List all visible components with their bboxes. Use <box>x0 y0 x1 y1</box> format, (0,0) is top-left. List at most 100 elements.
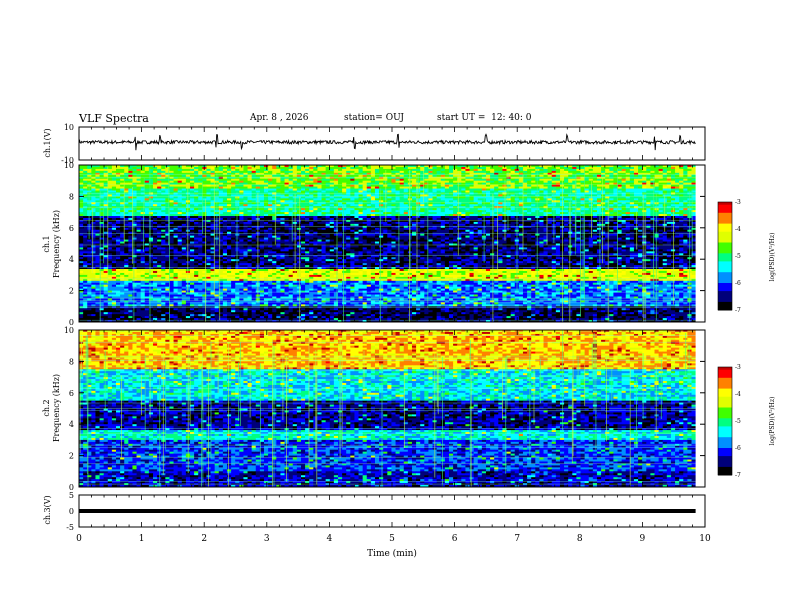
ch1-spectrogram-cell <box>350 204 355 207</box>
ch1-spectrogram-cell <box>107 166 113 170</box>
ch1-spectrogram-cell <box>543 216 549 219</box>
ch1-spectrogram-cell <box>683 208 688 211</box>
ch1-spectrogram-cell <box>391 210 396 213</box>
ch1-spectrogram-cell <box>531 165 536 168</box>
ch1-spectrogram-cell <box>177 188 183 191</box>
ch1-spectrogram-cell <box>490 186 495 189</box>
ch1-spectrogram-cell <box>222 178 228 182</box>
ch1-spectrogram-cell <box>547 166 553 170</box>
ch1-spectrogram-cell <box>469 200 475 203</box>
ch1-spectrogram-cell <box>370 208 376 211</box>
ch1-spectrogram-cell <box>601 196 606 199</box>
ch1-spectrogram-cell <box>296 188 302 191</box>
ch1-spectrogram-cell <box>296 198 302 201</box>
ch1-spectrogram-cell <box>679 166 684 170</box>
ch1-spectrogram-cell <box>498 184 503 187</box>
ch1-spectrogram-cell <box>650 194 655 197</box>
ch1-spectrogram-cell <box>613 190 618 193</box>
ch1-spectrogram-cell <box>169 216 174 219</box>
ch1-spectrogram-cell <box>325 178 331 182</box>
ch1-spectrogram-cell <box>140 216 146 219</box>
ch1-spectrogram-cell <box>613 208 618 211</box>
ch1-spectrogram-cell <box>79 208 84 211</box>
ch1-spectrogram-cell <box>629 168 635 172</box>
ch1-spectrogram-cell <box>333 170 339 174</box>
ch1-spectrogram-cell <box>124 165 129 168</box>
ch1-spectrogram-cell <box>157 190 162 193</box>
ch1-spectrogram-cell <box>551 182 557 186</box>
ch1-spectrogram-cell <box>268 180 273 184</box>
ch1-spectrogram-cell <box>120 184 125 187</box>
ch1-spectrogram-cell <box>263 168 269 172</box>
ch1-spectrogram-cell <box>506 194 512 197</box>
ch1-spectrogram-cell <box>120 186 125 189</box>
ch1-spectrogram-cell <box>399 196 405 199</box>
ch1-spectrogram-cell <box>514 180 520 184</box>
ch1-spectrogram-cell <box>399 202 405 205</box>
ch1-spectrogram-cell <box>564 166 569 170</box>
ch1-spectrogram-cell <box>210 204 216 207</box>
ch1-spectrogram-cell <box>461 170 466 174</box>
ch1-spectrogram-cell <box>288 202 294 205</box>
ch1-spectrogram-cell <box>498 166 503 170</box>
ch1-spectrogram-cell <box>613 214 618 217</box>
ch1-spectrogram-cell <box>165 204 170 207</box>
ch1-spectrogram-cell <box>498 196 503 199</box>
ch1-spectrogram-cell <box>494 190 499 193</box>
ch1-spectrogram-cell <box>444 217 450 221</box>
ch1-spectrogram-cell <box>564 170 569 174</box>
ch1-spectrogram-cell <box>440 184 446 187</box>
ch1-spectrogram-cell <box>527 178 532 182</box>
ch1-spectrogram-cell <box>313 166 318 170</box>
ch1-spectrogram-cell <box>506 200 512 203</box>
ch1-spectrogram-cell <box>605 182 610 186</box>
ch1-spectrogram-cell <box>490 180 495 184</box>
ch1-spectrogram-cell <box>321 165 327 168</box>
ch1-spectrogram-cell <box>461 208 466 211</box>
ch1-spectrogram-cell <box>411 168 417 172</box>
ch1-spectrogram-cell <box>448 202 454 205</box>
ch1-spectrogram-cell <box>350 216 355 219</box>
ch1-spectrogram-cell <box>506 174 512 178</box>
ch1-spectrogram-cell <box>646 198 651 201</box>
ch1-spectrogram-cell <box>395 166 401 170</box>
ch1-spectrogram-cell <box>259 200 265 203</box>
ch1-spectrogram-cell <box>609 170 614 174</box>
ch1-spectrogram-cell <box>576 204 581 207</box>
ch1-spectrogram-cell <box>251 208 257 211</box>
ch1-spectrogram-cell <box>358 196 364 199</box>
ch1-spectrogram-cell <box>91 210 96 213</box>
ch1-spectrogram-cell <box>300 178 306 182</box>
ch1-spectrogram-cell <box>379 184 384 187</box>
ch1-spectrogram-cell <box>325 202 331 205</box>
ch1-spectrogram-cell <box>642 168 647 172</box>
ch1-spectrogram-cell <box>222 214 228 217</box>
ch1-spectrogram-cell <box>350 214 355 217</box>
ch1-spectrogram-cell <box>284 202 290 205</box>
ch1-spectrogram-cell <box>300 170 306 174</box>
ch1-spectrogram-cell <box>444 212 450 215</box>
ch1-spectrogram-cell <box>510 174 516 178</box>
ch1-spectrogram-cell <box>128 180 133 184</box>
ch1-spectrogram-cell <box>666 168 672 172</box>
ch1-spectrogram-cell <box>99 166 105 170</box>
ch1-spectrogram-cell <box>136 180 142 184</box>
ch1-spectrogram-cell <box>79 210 84 213</box>
ch1-spectrogram-cell <box>296 200 302 203</box>
ch1-spectrogram-cell <box>128 188 133 191</box>
ch1-spectrogram-cell <box>584 208 590 211</box>
ch1-spectrogram-cell <box>518 214 524 217</box>
ch1-spectrogram-cell <box>177 204 183 207</box>
ch1-spectrogram-cell <box>629 190 635 193</box>
ch1-spectrogram-cell <box>580 202 586 205</box>
ch1-spectrogram-cell <box>329 214 335 217</box>
ch1-spectrogram-cell <box>584 166 590 170</box>
ch1-spectrogram-cell <box>440 170 446 174</box>
ch1-spectrogram-cell <box>313 208 318 211</box>
ch1-spectrogram-cell <box>448 210 454 213</box>
ch1-spectrogram-cell <box>226 202 232 205</box>
ch1-spectrogram-cell <box>424 200 429 203</box>
ch1-spectrogram-cell <box>263 186 269 189</box>
ch1-spectrogram-cell <box>576 216 581 219</box>
ch1-spectrogram-cell <box>231 188 236 191</box>
